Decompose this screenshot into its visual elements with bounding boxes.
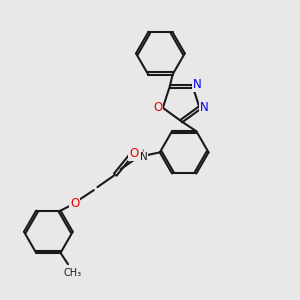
Text: O: O [129, 147, 138, 160]
Text: N: N [200, 101, 209, 114]
Text: O: O [153, 101, 162, 114]
Text: N: N [140, 152, 148, 162]
Text: H: H [137, 149, 145, 159]
Text: O: O [70, 197, 79, 210]
Text: N: N [193, 78, 202, 91]
Text: CH₃: CH₃ [64, 268, 82, 278]
